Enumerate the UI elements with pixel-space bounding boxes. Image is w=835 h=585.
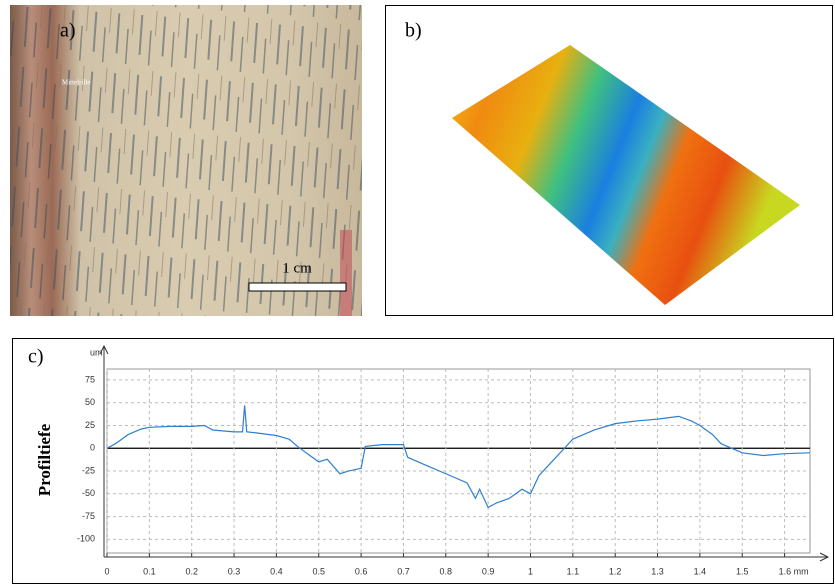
y-tick-label: -100 — [77, 534, 95, 544]
red-mark — [340, 230, 352, 316]
x-tick-label: 1 — [528, 566, 533, 576]
panel-label: a) — [60, 20, 76, 42]
panel-label: b) — [405, 20, 422, 42]
y-tick-label: -75 — [82, 511, 95, 521]
x-tick-label: 0.8 — [440, 566, 453, 576]
panel-a: a) Mittelrille 1 cm — [10, 5, 362, 316]
plot-area — [107, 369, 810, 553]
panel-label: c) — [28, 346, 44, 368]
y-tick-label: 0 — [90, 443, 95, 453]
x-tick-label: 0.7 — [397, 566, 410, 576]
x-tick-label: 1.4 — [694, 566, 707, 576]
x-tick-label: 0.6 — [355, 566, 368, 576]
x-tick-label: 0.4 — [270, 566, 283, 576]
y-tick-label: -25 — [82, 465, 95, 475]
scale-bar — [249, 283, 346, 291]
annotation: Mittelrille — [62, 79, 90, 87]
panel-b: b) — [386, 6, 833, 316]
x-tick-label: 1.1 — [567, 566, 580, 576]
y-tick-label: -50 — [82, 488, 95, 498]
x-tick-label: 1.6 mm — [779, 566, 809, 576]
x-tick-label: 1.2 — [609, 566, 622, 576]
y-axis-label: Profiltiefe — [35, 423, 54, 496]
figure: a) Mittelrille 1 cm b) c) um Profiltiefe… — [0, 0, 835, 585]
x-tick-label: 1.3 — [651, 566, 664, 576]
x-tick-label: 0.2 — [185, 566, 198, 576]
scale-label: 1 cm — [282, 260, 312, 276]
x-tick-label: 0 — [104, 566, 109, 576]
y-tick-label: 75 — [85, 374, 95, 384]
y-tick-label: 50 — [85, 397, 95, 407]
x-tick-label: 0.9 — [482, 566, 495, 576]
x-tick-label: 0.1 — [143, 566, 156, 576]
x-tick-label: 0.3 — [228, 566, 241, 576]
page: a) Mittelrille 1 cm b) c) um Profiltiefe… — [0, 0, 835, 585]
x-tick-label: 1.5 — [736, 566, 749, 576]
y-tick-label: 25 — [85, 420, 95, 430]
x-tick-label: 0.5 — [312, 566, 325, 576]
